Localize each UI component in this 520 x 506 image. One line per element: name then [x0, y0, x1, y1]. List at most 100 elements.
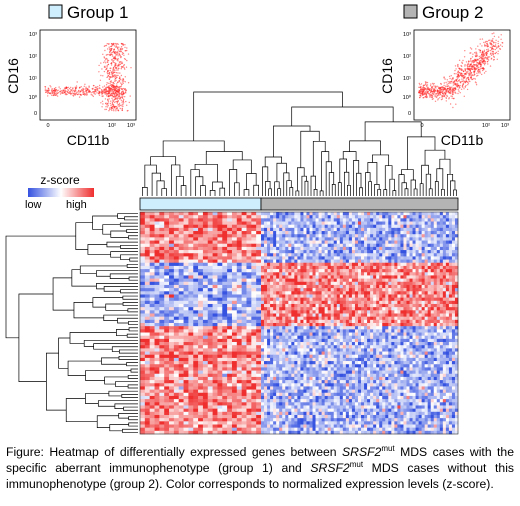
- heatmap-cell: [354, 300, 359, 305]
- heatmap-cell: [373, 278, 377, 283]
- heatmap-cell: [312, 218, 316, 222]
- heatmap-cell: [273, 240, 277, 245]
- flow-event-dot: [122, 43, 124, 45]
- flow-event-dot: [120, 47, 122, 49]
- heatmap-cell: [222, 237, 228, 241]
- flow-event-dot: [103, 70, 106, 73]
- flow-event-dot: [480, 68, 482, 70]
- heatmap-cell: [445, 237, 450, 241]
- heatmap-cell: [282, 227, 286, 232]
- heatmap-cell: [282, 221, 286, 225]
- flow-event-dot: [483, 49, 486, 51]
- flow-event-dot: [493, 35, 496, 38]
- heatmap-cell: [324, 237, 328, 241]
- heatmap-cell: [321, 218, 325, 222]
- heatmap-cell: [448, 291, 453, 295]
- heatmap-cell: [448, 275, 453, 279]
- flow-event-dot: [456, 83, 458, 86]
- heatmap-cell: [178, 250, 184, 254]
- flow-event-dot: [47, 92, 49, 95]
- heatmap-cell: [367, 246, 371, 251]
- heatmap-cell: [270, 221, 274, 225]
- heatmap-cell: [183, 240, 189, 245]
- heatmap-cell: [345, 224, 350, 229]
- heatmap-cell: [251, 250, 257, 254]
- flow-event-dot: [113, 59, 115, 62]
- flow-event-dot: [102, 86, 104, 88]
- flow-event-dot: [111, 97, 113, 100]
- heatmap-cell: [309, 259, 313, 264]
- heatmap-cell: [385, 243, 389, 248]
- heatmap-cell: [424, 278, 428, 283]
- heatmap-cell: [291, 256, 295, 260]
- heatmap-cell: [318, 297, 322, 302]
- heatmap-cell: [336, 218, 341, 222]
- heatmap-cell: [222, 288, 228, 292]
- heatmap-cell: [144, 237, 150, 241]
- flow-event-dot: [100, 74, 102, 77]
- flow-event-dot: [107, 74, 110, 77]
- heatmap-cell: [403, 237, 407, 241]
- heatmap-cell: [288, 307, 292, 311]
- heatmap-cell: [241, 256, 247, 260]
- heatmap-cell: [256, 297, 262, 302]
- flow-event-dot: [470, 60, 472, 62]
- heatmap-cell: [154, 215, 160, 219]
- heatmap-cell: [315, 313, 319, 317]
- heatmap-cell: [388, 291, 392, 295]
- heatmap-cell: [294, 272, 298, 276]
- heatmap-cell: [394, 215, 398, 219]
- dendrogram-branch: [130, 368, 138, 373]
- heatmap-cell: [276, 269, 280, 273]
- heatmap-cell: [403, 243, 407, 248]
- heatmap-cell: [251, 307, 257, 311]
- heatmap-cell: [169, 294, 175, 298]
- heatmap-cell: [394, 243, 398, 248]
- flow-event-dot: [109, 75, 111, 78]
- flow-event-dot: [481, 73, 483, 76]
- heatmap-cell: [264, 221, 268, 225]
- flow-event-dot: [442, 90, 444, 92]
- heatmap-cell: [261, 256, 265, 260]
- heatmap-cell: [282, 237, 286, 241]
- heatmap-cell: [279, 303, 283, 308]
- heatmap-cell: [376, 272, 380, 276]
- dendrogram-branch: [119, 222, 138, 227]
- flow-event-dot: [123, 65, 125, 67]
- flow-event-dot: [120, 87, 122, 90]
- heatmap-cell: [361, 272, 365, 276]
- heatmap-cell: [415, 237, 419, 241]
- dendrogram-branch: [67, 360, 102, 376]
- heatmap-cell: [164, 237, 170, 241]
- heatmap-cell: [309, 256, 313, 260]
- heatmap-cell: [391, 250, 395, 254]
- heatmap-cell: [246, 246, 252, 251]
- heatmap-cell: [241, 291, 247, 295]
- flow-event-dot: [96, 92, 98, 94]
- heatmap-cell: [442, 246, 447, 251]
- heatmap-cell: [409, 281, 413, 286]
- flow-event-dot: [473, 74, 475, 76]
- flow-event-dot: [423, 84, 425, 86]
- heatmap-cell: [391, 218, 395, 222]
- heatmap-cell: [333, 269, 338, 273]
- heatmap-cell: [367, 313, 371, 317]
- heatmap-cell: [330, 275, 335, 279]
- heatmap-cell: [367, 284, 371, 289]
- heatmap-cell: [361, 297, 365, 302]
- heatmap-cell: [439, 265, 444, 270]
- flow-event-dot: [467, 82, 470, 84]
- heatmap-cell: [285, 212, 289, 216]
- heatmap-cell: [202, 250, 209, 254]
- heatmap-cell: [448, 272, 453, 276]
- heatmap-cell: [261, 297, 265, 302]
- flow-event-dot: [489, 39, 491, 41]
- heatmap-cell: [448, 300, 453, 305]
- heatmap-cell: [321, 224, 325, 229]
- flow-event-dot: [458, 59, 461, 61]
- heatmap-cell: [397, 253, 401, 257]
- heatmap-cell: [312, 297, 316, 302]
- heatmap-cell: [333, 265, 338, 270]
- heatmap-cell: [267, 278, 271, 283]
- flow-event-dot: [464, 64, 466, 66]
